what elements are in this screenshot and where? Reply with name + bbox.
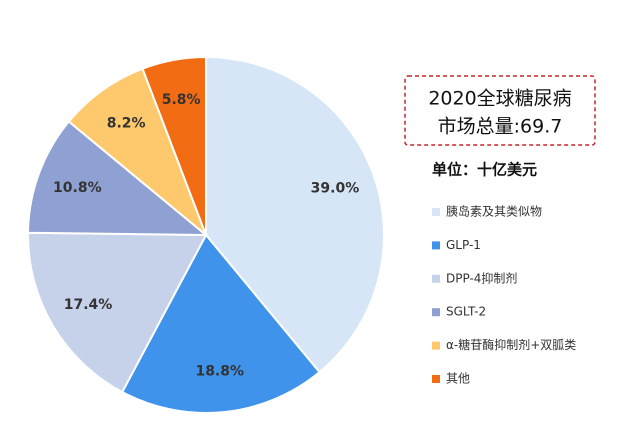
value-label: 5.8% <box>162 92 201 108</box>
legend-swatch <box>432 341 440 350</box>
value-label: 10.8% <box>53 180 102 196</box>
value-label: 17.4% <box>64 297 113 313</box>
pie-slice <box>27 231 208 394</box>
pie-slice <box>27 120 209 237</box>
pie-slice <box>120 233 321 414</box>
value-label: 18.8% <box>195 363 244 379</box>
pie-slice <box>141 55 207 236</box>
legend-swatch <box>432 274 440 283</box>
chart-title: 2020全球糖尿病 <box>428 88 571 110</box>
legend-label: SGLT-2 <box>446 305 486 319</box>
pie-slice <box>205 55 385 374</box>
legend-label: DPP-4抑制剂 <box>446 270 517 285</box>
legend-label: GLP-1 <box>446 238 481 252</box>
legend-swatch <box>432 308 440 317</box>
legend-label: 胰岛素及其类似物 <box>446 204 542 219</box>
value-label: 8.2% <box>107 116 146 132</box>
pie-slice <box>67 67 209 239</box>
legend-label: α-糖苷酶抑制剂+双胍类 <box>446 337 576 352</box>
legend-swatch <box>432 375 440 383</box>
title-box <box>404 75 596 146</box>
value-label: 39.0% <box>311 181 360 197</box>
unit-label: 单位：十亿美元 <box>432 161 537 179</box>
legend-swatch <box>432 241 440 250</box>
legend-swatch <box>432 208 440 216</box>
chart-subtitle: 市场总量:69.7 <box>438 116 563 138</box>
legend-label: 其他 <box>446 372 470 386</box>
